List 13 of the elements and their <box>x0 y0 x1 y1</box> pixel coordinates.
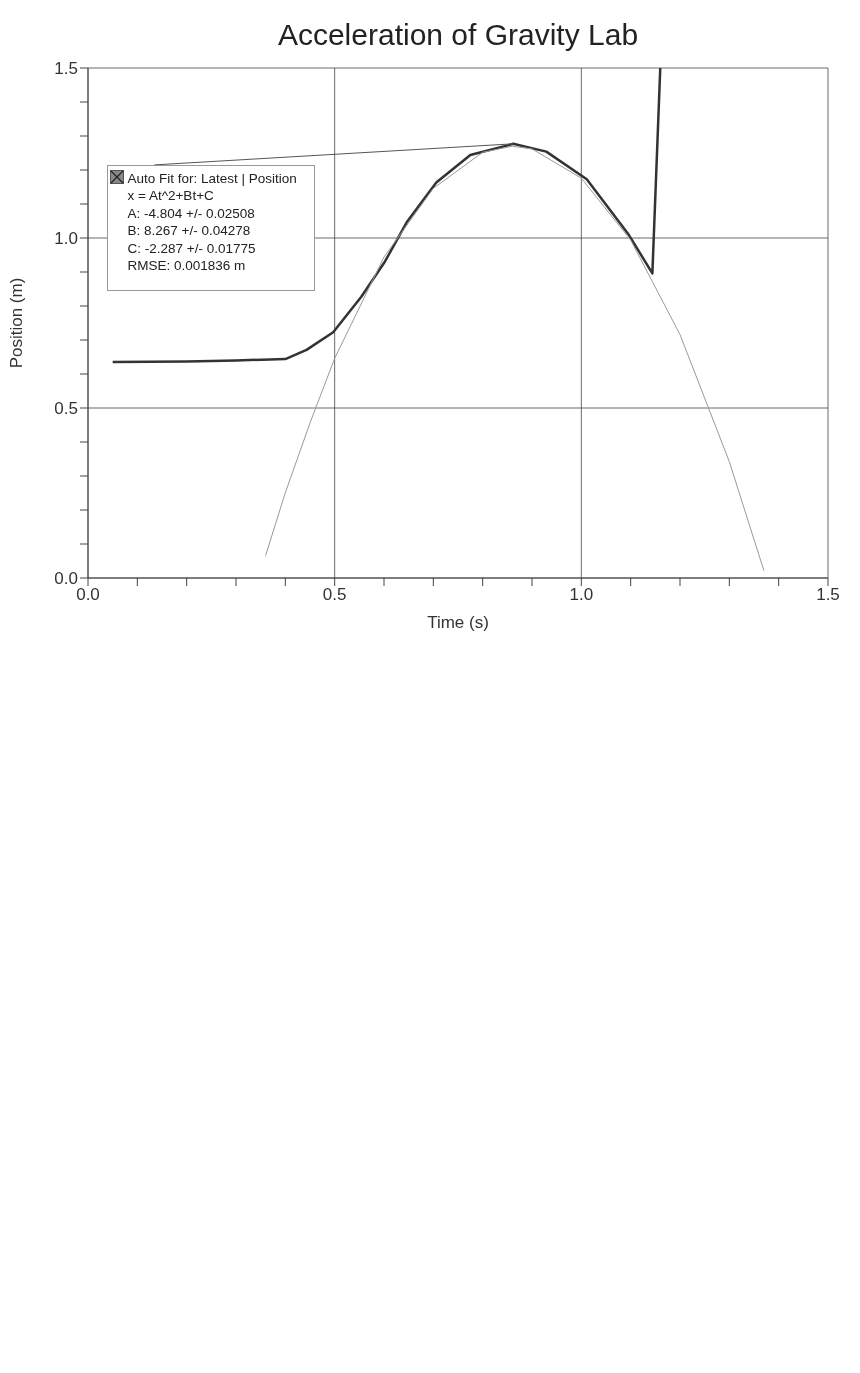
y-tick-label: 0.0 <box>54 569 78 589</box>
line-series <box>111 68 662 364</box>
chart-title: Acceleration of Gravity Lab <box>276 18 640 52</box>
x-tick-label: 0.5 <box>322 585 347 605</box>
x-axis-title: Time (s) <box>427 613 489 632</box>
y-tick-label: 1.5 <box>54 59 78 79</box>
y-tick-label: 1.0 <box>54 229 78 249</box>
x-tick-label: 0.0 <box>76 585 100 605</box>
annotation: Auto Fit for: Latest | Position x = At^2+Bt+C A: -4.804 +/- 0.02508 B: 8.267 +/- 0.04278 C: -2.287 +/- 0.01775 RMSE: 0.001836 m <box>127 169 297 275</box>
x-tick-label: 1.0 <box>569 585 594 605</box>
x-tick-label: 1.5 <box>816 585 840 605</box>
y-tick-label: 0.5 <box>54 399 78 419</box>
y-axis-title: Position (m) <box>7 277 27 369</box>
